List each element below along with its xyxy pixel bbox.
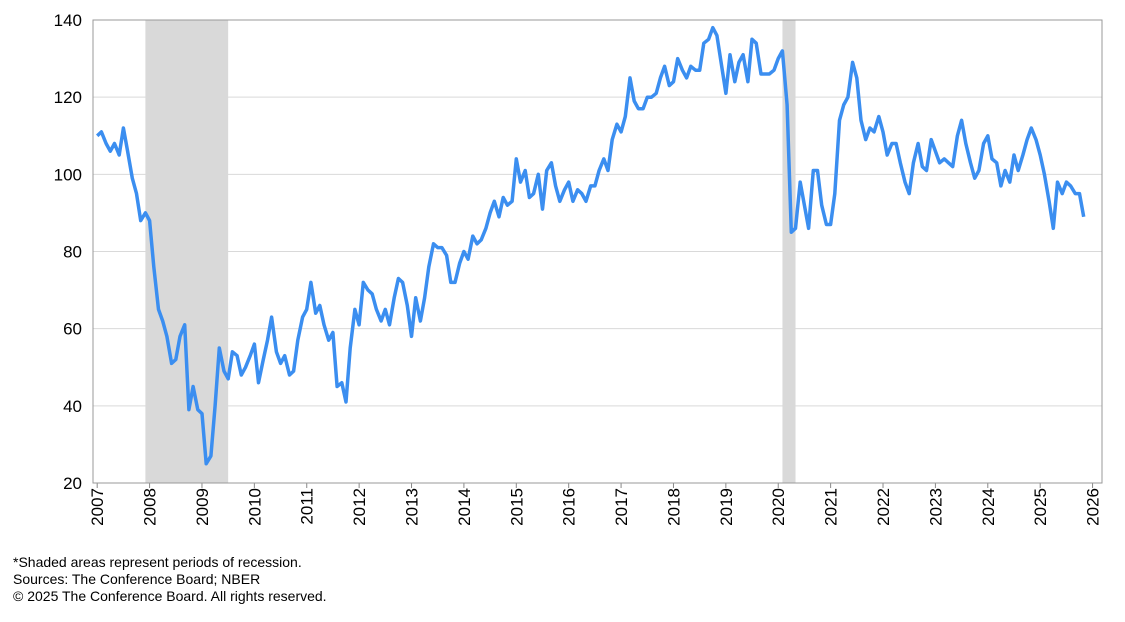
x-tick-label: 2015 — [507, 488, 526, 526]
y-tick-label: 20 — [63, 474, 82, 493]
x-tick-label: 2013 — [403, 488, 422, 526]
x-tick-label: 2012 — [350, 488, 369, 526]
footnote: Sources: The Conference Board; NBER — [13, 571, 260, 587]
data-line — [96, 25, 1086, 466]
x-tick-label: 2008 — [141, 488, 160, 526]
x-tick-label: 2026 — [1084, 488, 1103, 526]
x-tick-label: 2020 — [769, 488, 788, 526]
footnote: *Shaded areas represent periods of reces… — [13, 554, 302, 570]
plot-frame — [92, 19, 1103, 484]
x-tick-label: 2024 — [979, 488, 998, 526]
x-tick-label: 2014 — [455, 488, 474, 526]
x-tick-label: 2009 — [193, 488, 212, 526]
y-tick-label: 140 — [54, 11, 82, 30]
x-tick-label: 2019 — [717, 488, 736, 526]
x-tick-label: 2016 — [560, 488, 579, 526]
x-tick-label: 2018 — [664, 488, 683, 526]
x-tick-label: 2022 — [874, 488, 893, 526]
y-tick-label: 40 — [63, 397, 82, 416]
x-tick-label: 2025 — [1031, 488, 1050, 526]
x-tick-label: 2021 — [822, 488, 841, 526]
x-tick-label: 2017 — [612, 488, 631, 526]
y-tick-label: 100 — [54, 165, 82, 184]
y-tick-label: 120 — [54, 88, 82, 107]
x-tick-label: 2023 — [926, 488, 945, 526]
y-tick-label: 60 — [63, 320, 82, 339]
x-tick-label: 2007 — [88, 488, 107, 526]
footnote: © 2025 The Conference Board. All rights … — [13, 588, 327, 604]
x-tick-label: 2011 — [298, 488, 317, 525]
y-tick-label: 80 — [63, 243, 82, 262]
x-tick-label: 2010 — [245, 488, 264, 526]
